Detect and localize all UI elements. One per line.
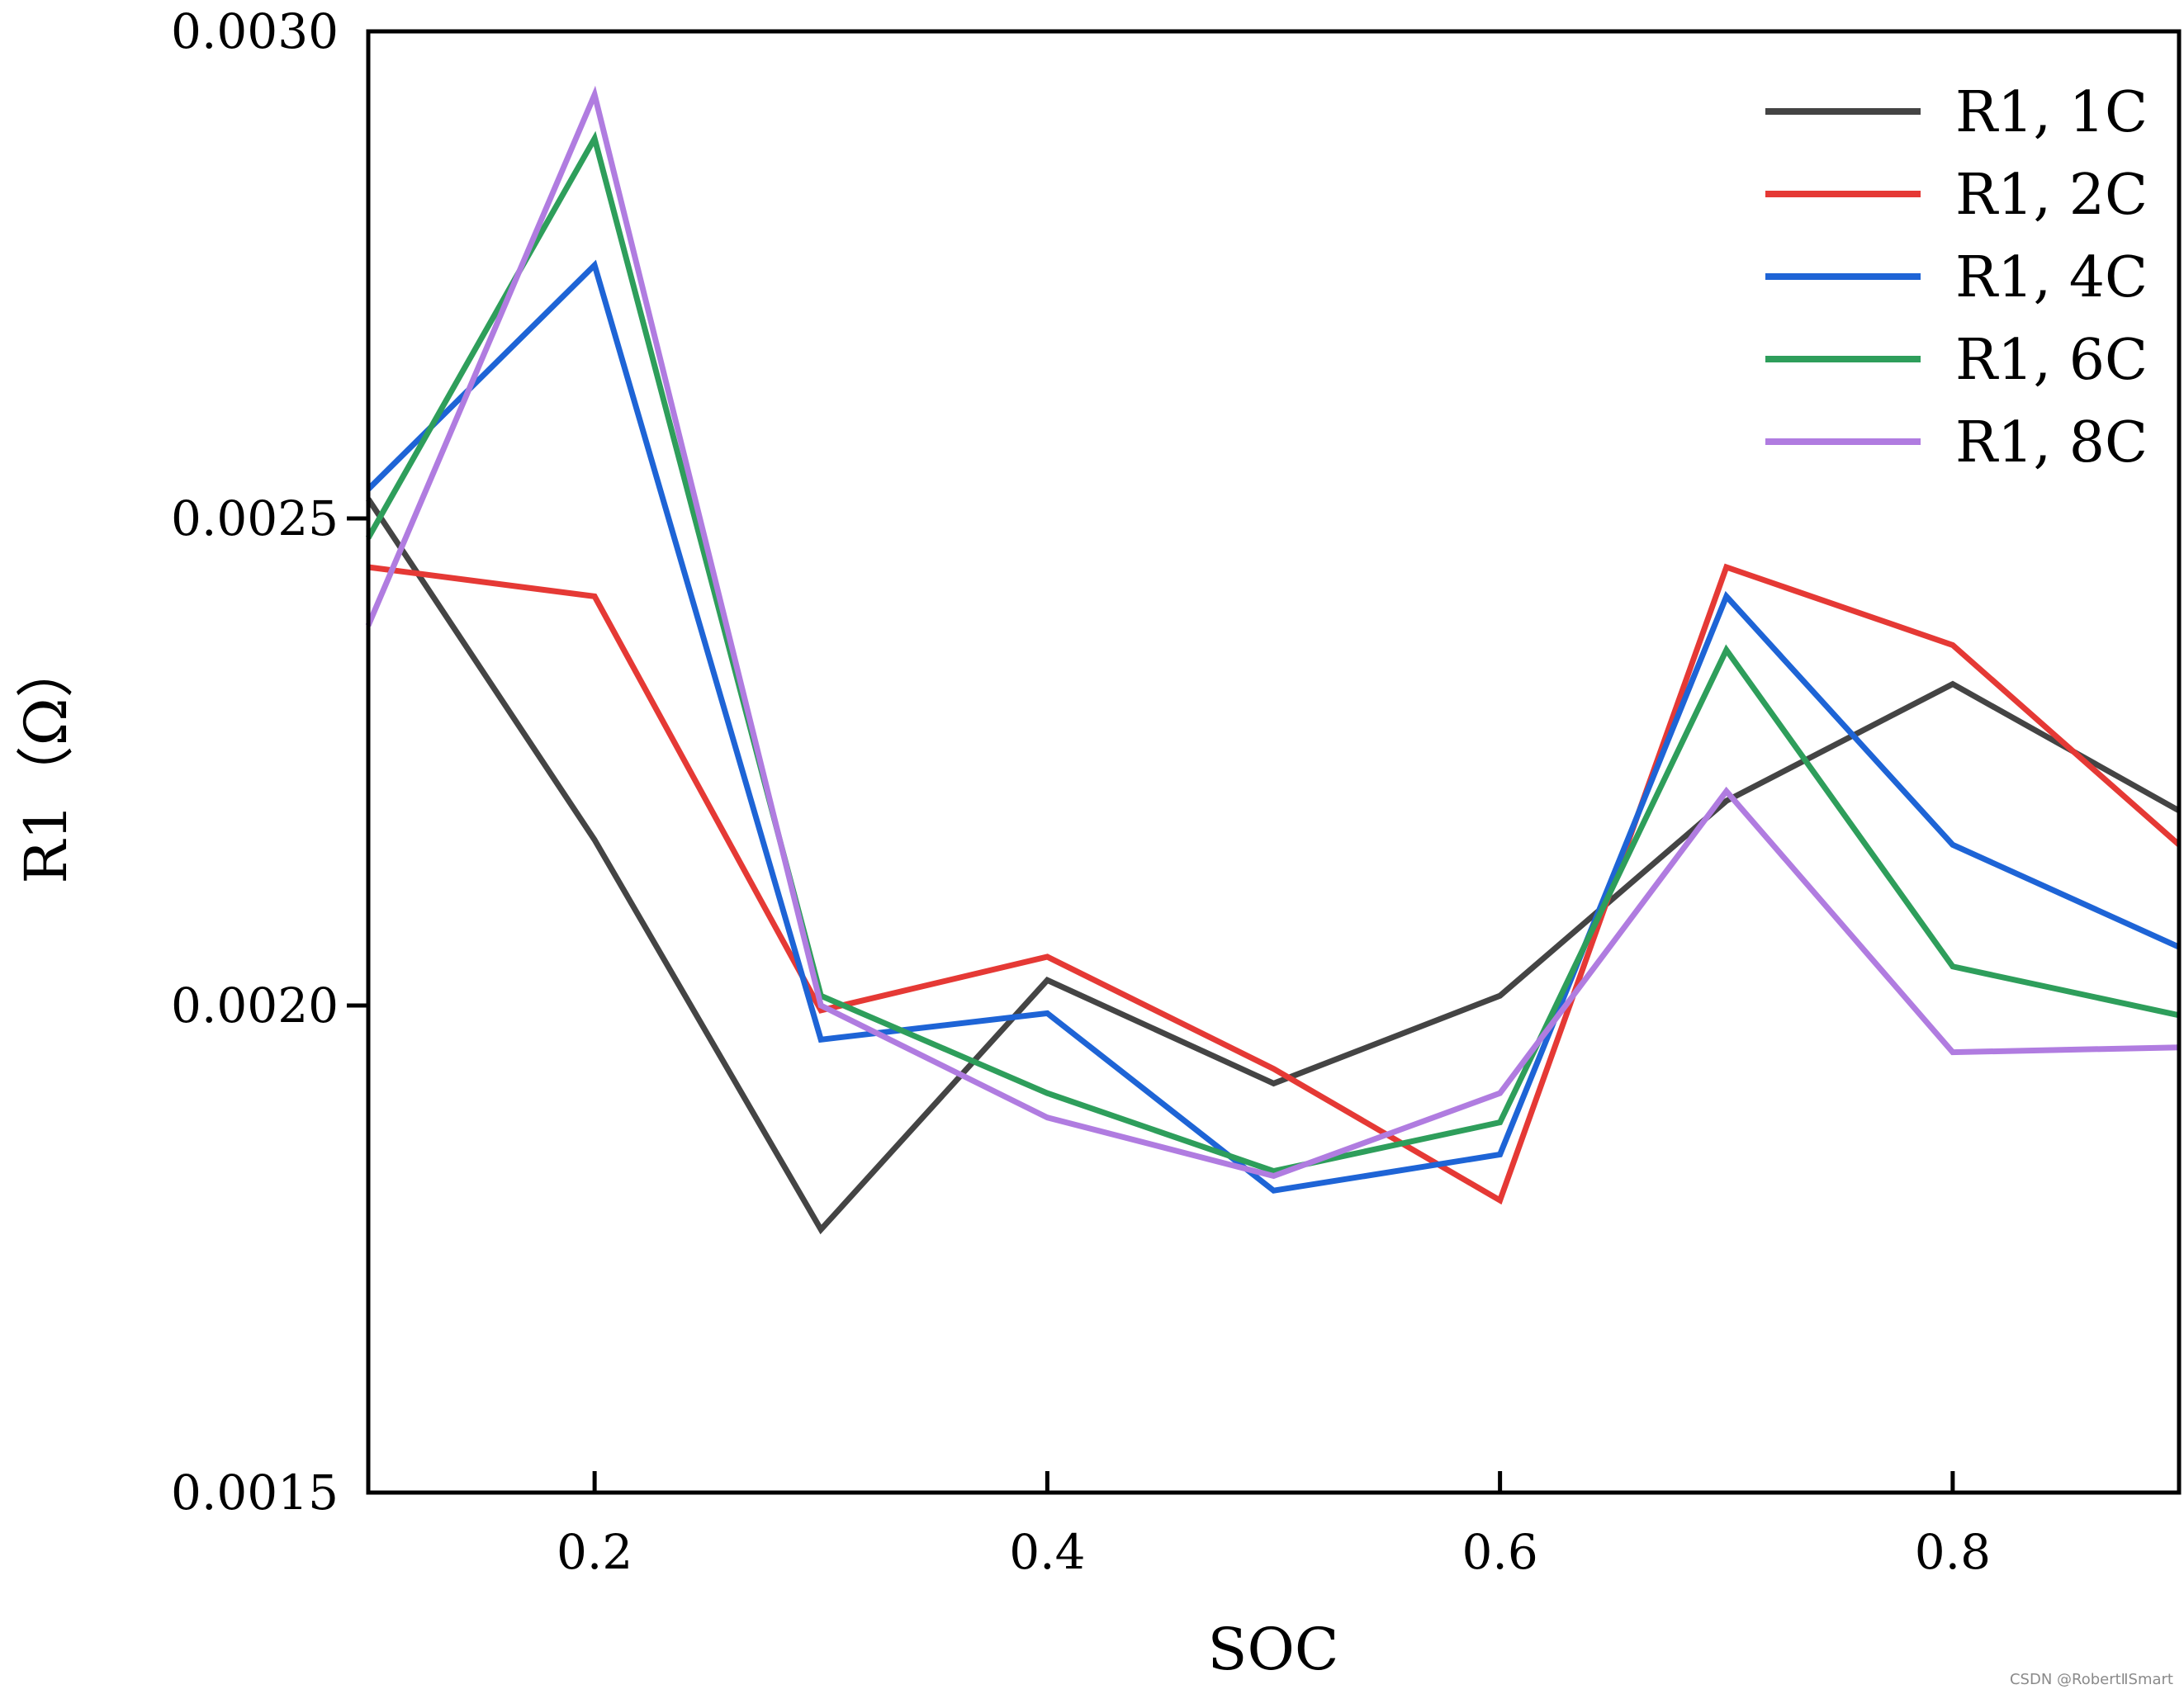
legend: R1, 1C R1, 2C R1, 4C R1, 6C R1, 8C [1765, 80, 2148, 476]
plot-frame [366, 29, 2182, 1495]
series-line-2 [367, 563, 2182, 1205]
x-tick-label: 0.2 [557, 1524, 632, 1580]
x-tick-label: 0.8 [1915, 1524, 1991, 1580]
legend-label-5: R1, 8C [1955, 410, 2148, 476]
legend-label-3: R1, 4C [1955, 245, 2148, 310]
y-tick-label: 0.0030 [171, 3, 339, 59]
series-line-3 [366, 259, 2181, 1194]
series-line-4 [365, 130, 2180, 1175]
legend-label-1: R1, 1C [1955, 80, 2148, 145]
legend-label-4: R1, 6C [1955, 328, 2148, 393]
y-tick-label: 0.0020 [171, 977, 339, 1034]
x-axis-title: SOC [1208, 1616, 1339, 1683]
watermark-text: CSDN @RobertⅡSmart [2010, 1671, 2173, 1688]
x-tick-label: 0.4 [1009, 1524, 1085, 1580]
series-line-1 [366, 497, 2181, 1235]
y-axis-ticks: 0.0015 0.0020 0.0025 0.0030 [171, 3, 368, 1521]
y-tick-label: 0.0015 [171, 1465, 339, 1521]
y-tick-label: 0.0025 [171, 490, 339, 547]
series-line-5 [365, 85, 2180, 1180]
x-axis-ticks: 0.2 0.4 0.6 0.8 [557, 1471, 1991, 1580]
y-axis-title: R1（Ω） [12, 640, 80, 883]
series-layer [365, 85, 2182, 1235]
x-tick-label: 0.6 [1462, 1524, 1538, 1580]
legend-label-2: R1, 2C [1955, 163, 2148, 228]
